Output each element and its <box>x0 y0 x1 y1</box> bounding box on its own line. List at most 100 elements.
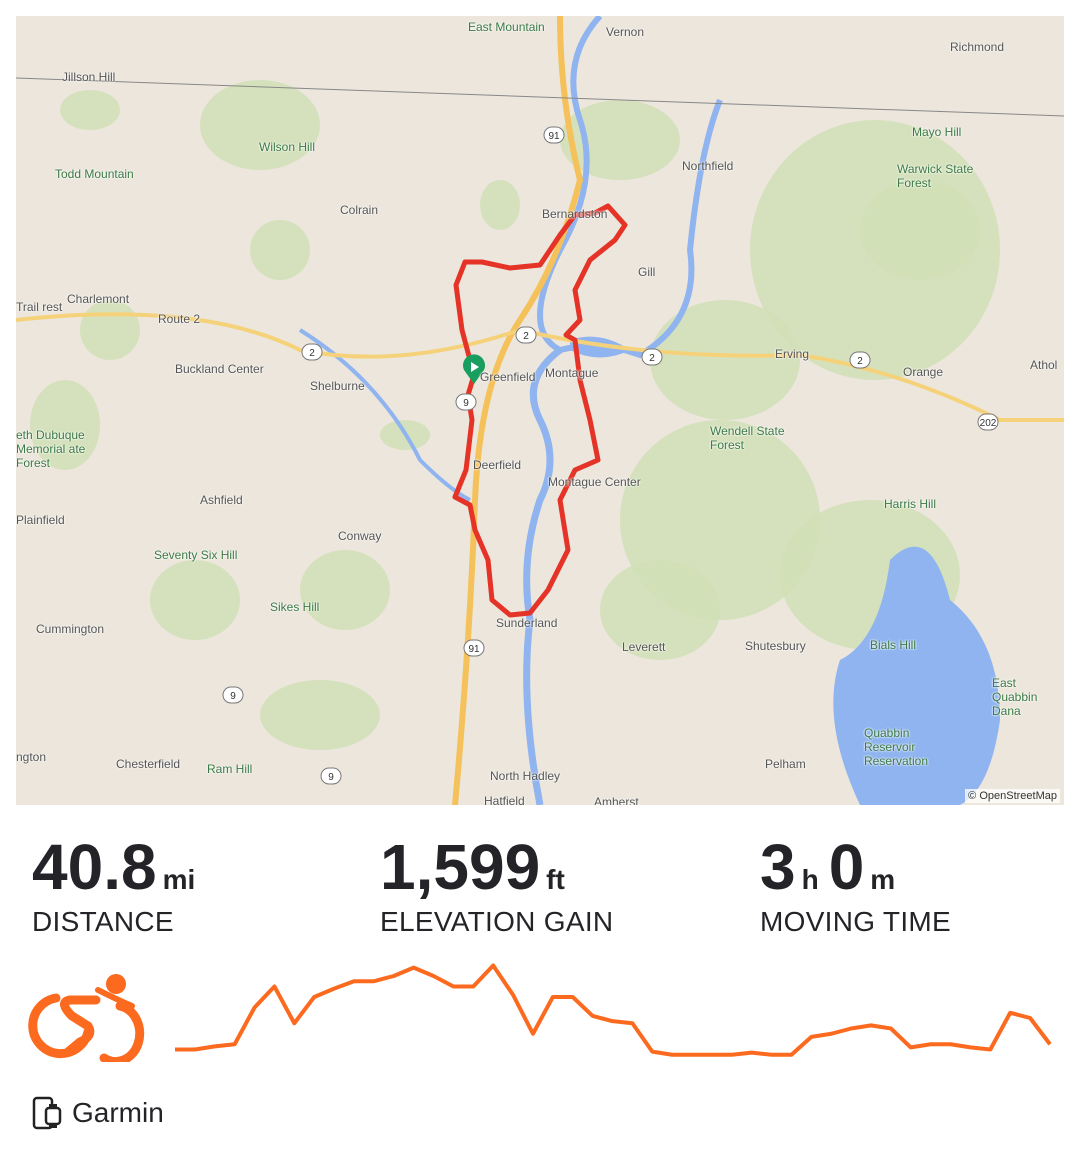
map-place-label: Chesterfield <box>116 757 181 771</box>
map-place-label: Wilson Hill <box>259 140 316 154</box>
time-minutes-value: 0 <box>828 831 865 903</box>
route-shield-number: 2 <box>857 356 863 367</box>
route-shield <box>222 686 244 704</box>
map-attribution[interactable]: © OpenStreetMap <box>965 789 1060 803</box>
map-place-label: Jillson Hill <box>62 70 116 84</box>
interstate-91 <box>452 16 584 805</box>
map-place-label: Trail rest <box>16 300 63 314</box>
route-shield <box>455 393 477 411</box>
route-shield-number: 2 <box>523 331 529 342</box>
elevation-profile <box>175 963 1052 1057</box>
map-place-label: Todd Mountain <box>55 167 134 181</box>
map-place-label: Sunderland <box>496 616 558 630</box>
route-shield <box>849 351 871 369</box>
device-name: Garmin <box>72 1097 164 1128</box>
route-shield <box>977 413 999 431</box>
map-place-label: Athol <box>1030 358 1058 372</box>
map-place-label: Plainfield <box>16 513 65 527</box>
map-place-label: Charlemont <box>67 292 130 306</box>
device-sync-icon <box>32 1096 62 1130</box>
map-place-label: Warwick State Forest <box>897 162 974 190</box>
forest-area <box>600 560 720 660</box>
map-place-label: Buckland Center <box>175 362 264 376</box>
play-icon <box>471 362 479 372</box>
route-shield-number: 202 <box>980 418 997 429</box>
route-shield <box>641 348 663 366</box>
forest-area <box>80 300 140 360</box>
forest-area <box>860 180 980 280</box>
route-shield <box>543 126 565 144</box>
forest-area <box>560 100 680 180</box>
forest-area <box>200 80 320 170</box>
route-shield-number: 91 <box>468 644 480 655</box>
map-place-label: Amherst <box>594 795 639 805</box>
route-line <box>452 203 628 618</box>
map-place-label: Shutesbury <box>745 639 806 653</box>
forest-area <box>150 560 240 640</box>
map-place-label: Conway <box>338 529 382 543</box>
map-place-label: East Mountain <box>468 20 545 34</box>
route-shield-number: 9 <box>230 691 236 702</box>
time-minutes-unit: m <box>870 864 896 895</box>
map-place-label: Pelham <box>765 757 806 771</box>
map-place-label: Greenfield <box>480 370 536 384</box>
distance-value: 40.8 <box>32 831 157 903</box>
distance-unit: mi <box>162 864 196 895</box>
forest-area <box>30 380 100 470</box>
route-shield <box>301 343 323 361</box>
map-place-label: Northfield <box>682 159 734 173</box>
map-place-label: Colrain <box>340 203 379 217</box>
map-place-label: Wendell State Forest <box>710 424 785 452</box>
cycling-icon <box>28 974 145 1062</box>
forest-area <box>60 90 120 130</box>
map-place-label: Vernon <box>606 25 645 39</box>
map-place-label: Erving <box>775 347 810 361</box>
time-hours-unit: h <box>801 864 819 895</box>
stat-distance: 40.8 mi DISTANCE <box>32 830 205 938</box>
map-place-label: Orange <box>903 365 944 379</box>
route-shield <box>320 767 342 785</box>
river <box>523 347 563 805</box>
map-place-label: Montague <box>545 366 599 380</box>
map-place-label: Route 2 <box>158 312 201 326</box>
route-shield <box>515 326 537 344</box>
forest-area <box>260 680 380 750</box>
map-place-label: ngton <box>16 750 47 764</box>
map-place-label: Deerfield <box>473 458 522 472</box>
map-place-label: Richmond <box>950 40 1005 54</box>
map-place-label: Mayo Hill <box>912 125 962 139</box>
state-border <box>16 77 1064 117</box>
route-shield-number: 2 <box>309 348 315 359</box>
device-info: Garmin <box>32 1096 164 1130</box>
map-place-label: Hatfield <box>484 794 525 805</box>
elevation-value: 1,599 <box>380 831 541 903</box>
forest-area <box>300 550 390 630</box>
map-place-label: Quabbin Reservoir Reservation <box>864 726 929 768</box>
map-place-label: East Quabbin Dana <box>992 676 1038 718</box>
map-place-label: Ram Hill <box>207 762 253 776</box>
route-shield-number: 91 <box>548 131 560 142</box>
map-place-label: Bernardston <box>542 207 608 221</box>
route-map[interactable]: 91 2 2 2 9 202 91 9 9 2 East Mountain Vernon Richmo… <box>16 16 1064 805</box>
map-place-label: Shelburne <box>310 379 365 393</box>
forest-area <box>480 180 520 230</box>
connecticut-river <box>537 16 723 359</box>
map-place-label: Harris Hill <box>884 497 936 511</box>
map-canvas: 91 2 2 2 9 202 91 9 9 2 <box>16 16 1064 805</box>
map-place-label: Cummington <box>36 622 105 636</box>
route-shield-number: 9 <box>328 772 334 783</box>
map-place-label: Leverett <box>622 640 666 654</box>
map-place-label: Sikes Hill <box>270 600 320 614</box>
map-place-label: Montague Center <box>548 475 641 489</box>
route-shield <box>463 639 485 657</box>
map-place-label: North Hadley <box>490 769 561 783</box>
map-place-label: Ashfield <box>200 493 243 507</box>
map-place-label: eth Dubuque Memorial ate Forest <box>16 428 86 470</box>
stat-elevation-gain: 1,599 ft ELEVATION GAIN <box>380 830 613 938</box>
quabbin-reservoir <box>833 546 1000 805</box>
route-shield-number: 9 <box>463 398 469 409</box>
map-place-label: Seventy Six Hill <box>154 548 238 562</box>
time-hours-value: 3 <box>760 831 796 903</box>
